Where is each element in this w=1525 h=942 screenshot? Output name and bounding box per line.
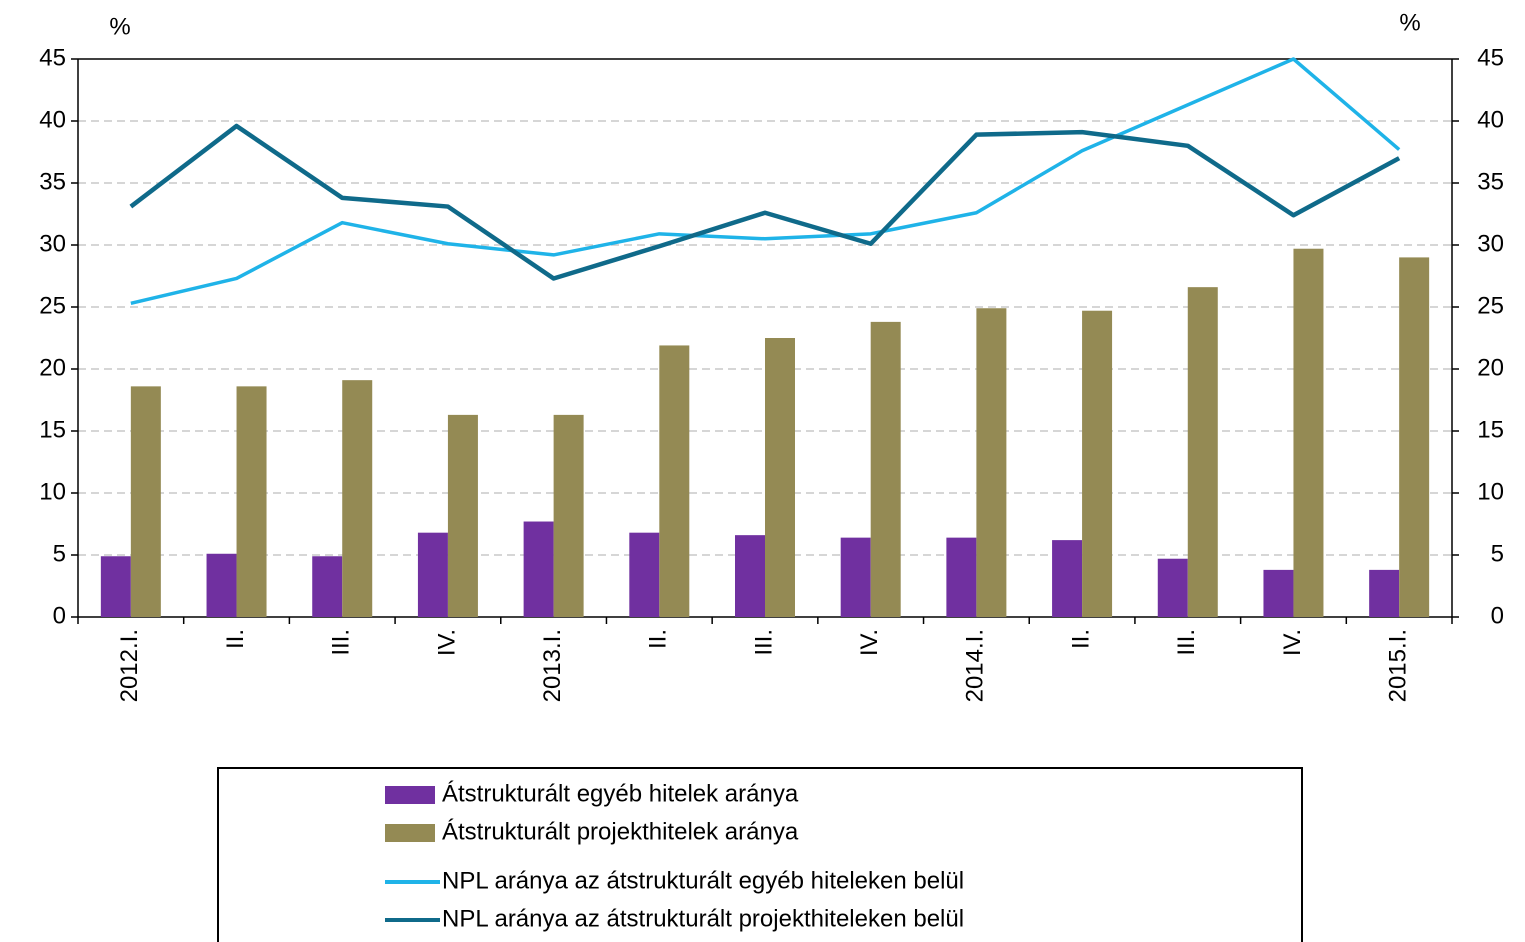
bar — [1052, 540, 1083, 617]
bar — [659, 345, 690, 617]
y-tick-label: 30 — [39, 230, 66, 257]
bar — [342, 380, 373, 617]
bar — [1399, 257, 1430, 617]
y2-tick-label: 25 — [1477, 292, 1504, 319]
bar — [765, 338, 795, 617]
x-tick-label: 2012.I. — [116, 629, 143, 702]
x-tick-label: III. — [750, 629, 777, 656]
y2-tick-label: 15 — [1477, 416, 1504, 443]
y-tick-label: 5 — [53, 540, 66, 567]
bar — [735, 535, 765, 617]
y2-tick-label: 20 — [1477, 354, 1504, 381]
y2-tick-label: 45 — [1477, 44, 1504, 71]
y-unit-left: % — [109, 13, 130, 40]
y-tick-label: 40 — [39, 106, 66, 133]
y-unit-right: % — [1399, 9, 1420, 36]
bar — [100, 556, 131, 617]
bar — [1082, 310, 1113, 617]
y-tick-label: 10 — [39, 478, 66, 505]
x-tick-label: II. — [222, 629, 249, 649]
y-tick-label: 45 — [39, 44, 66, 71]
bar — [946, 537, 977, 617]
bar — [236, 386, 267, 617]
x-tick-label: II. — [1067, 629, 1094, 649]
line — [130, 57, 1401, 305]
y-tick-label: 35 — [39, 168, 66, 195]
bar — [976, 308, 1007, 617]
legend-swatch — [385, 786, 435, 804]
y2-tick-label: 40 — [1477, 106, 1504, 133]
x-tick-label: IV. — [1279, 629, 1306, 656]
y-tick-label: 25 — [39, 292, 66, 319]
bar — [206, 553, 237, 617]
x-tick-label: IV. — [856, 629, 883, 656]
bar — [629, 532, 660, 617]
x-tick-label: 2015.I. — [1384, 629, 1411, 702]
legend-label: NPL aránya az átstrukturált projekthitel… — [442, 905, 964, 932]
bar — [553, 414, 584, 617]
y2-tick-label: 30 — [1477, 230, 1504, 257]
y2-tick-label: 10 — [1477, 478, 1504, 505]
y2-tick-label: 0 — [1491, 602, 1504, 629]
y-tick-label: 15 — [39, 416, 66, 443]
bar — [1263, 569, 1294, 617]
bar — [840, 537, 871, 617]
legend-box — [217, 767, 1303, 942]
bar — [523, 521, 554, 617]
bar — [870, 321, 901, 617]
y-tick-label: 0 — [53, 602, 66, 629]
line — [129, 123, 1401, 281]
x-tick-label: 2014.I. — [962, 629, 989, 702]
y-tick-label: 20 — [39, 354, 66, 381]
bar — [417, 532, 448, 617]
legend-label: Átstrukturált projekthitelek aránya — [442, 818, 799, 845]
legend-swatch — [385, 824, 435, 842]
bar — [447, 414, 478, 617]
legend-label: Átstrukturált egyéb hitelek aránya — [442, 780, 799, 807]
bar — [1293, 248, 1324, 617]
bar — [130, 386, 161, 617]
y2-tick-label: 5 — [1491, 540, 1504, 567]
bar — [1157, 558, 1188, 617]
x-tick-label: III. — [328, 629, 355, 656]
bar — [1369, 569, 1400, 617]
y2-tick-label: 35 — [1477, 168, 1504, 195]
x-tick-label: III. — [1173, 629, 1200, 656]
legend-label: NPL aránya az átstrukturált egyéb hitele… — [442, 867, 964, 894]
bar — [1187, 287, 1218, 617]
x-tick-label: IV. — [433, 629, 460, 656]
x-tick-label: 2013.I. — [539, 629, 566, 702]
bar — [312, 556, 343, 617]
x-tick-label: II. — [645, 629, 672, 649]
